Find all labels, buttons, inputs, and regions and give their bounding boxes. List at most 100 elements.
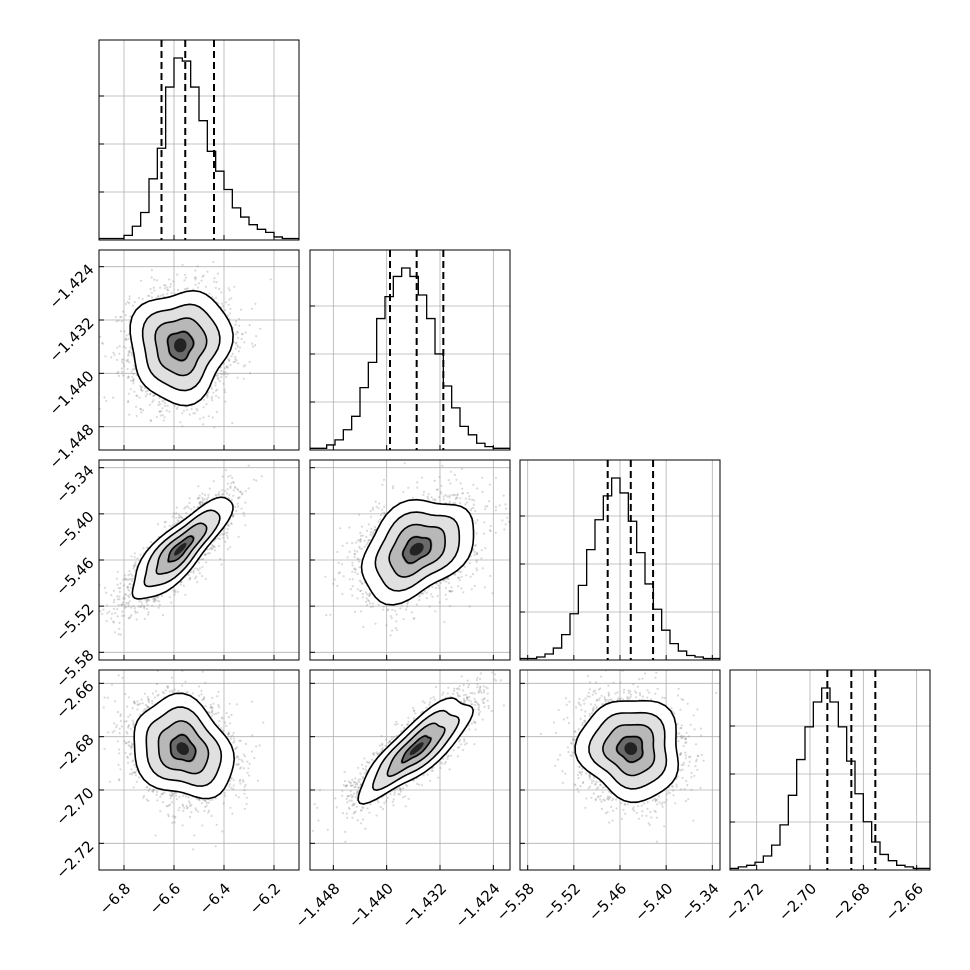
scatter-point bbox=[232, 515, 235, 518]
scatter-point bbox=[216, 388, 219, 391]
scatter-point bbox=[204, 553, 207, 556]
scatter-point bbox=[117, 319, 120, 322]
scatter-point bbox=[196, 581, 199, 584]
scatter-point bbox=[228, 312, 232, 315]
scatter-point bbox=[222, 492, 225, 495]
scatter-point bbox=[153, 278, 156, 281]
scatter-point bbox=[123, 604, 126, 607]
panel-frame bbox=[98, 249, 300, 451]
scatter-content bbox=[99, 260, 272, 429]
scatter-point bbox=[234, 323, 237, 326]
scatter-point bbox=[136, 611, 139, 614]
scatter-point bbox=[153, 289, 156, 292]
scatter-point bbox=[164, 520, 167, 523]
scatter-point bbox=[133, 556, 136, 559]
scatter-point bbox=[112, 607, 115, 611]
scatter-point bbox=[163, 521, 166, 524]
scatter-point bbox=[211, 548, 214, 551]
scatter-point bbox=[196, 567, 199, 570]
scatter-point bbox=[212, 260, 215, 264]
scatter-point bbox=[119, 633, 122, 636]
scatter-point bbox=[166, 288, 169, 291]
scatter-point bbox=[220, 291, 223, 294]
scatter-point bbox=[189, 577, 192, 580]
scatter-point bbox=[195, 407, 198, 411]
scatter-point bbox=[180, 515, 183, 518]
scatter-point bbox=[128, 570, 131, 573]
scatter-point bbox=[236, 345, 239, 348]
scatter-point bbox=[113, 598, 116, 602]
scatter-point bbox=[117, 633, 120, 636]
scatter-point bbox=[199, 500, 202, 503]
scatter-point bbox=[222, 529, 226, 533]
scatter-point bbox=[240, 338, 243, 341]
scatter-point bbox=[235, 320, 238, 323]
scatter-point bbox=[242, 511, 245, 514]
scatter-point bbox=[132, 564, 135, 567]
scatter-point bbox=[250, 307, 254, 310]
scatter-point bbox=[134, 611, 137, 614]
scatter-point bbox=[132, 379, 135, 382]
scatter-point bbox=[215, 281, 218, 284]
scatter-point bbox=[166, 286, 169, 289]
scatter-point bbox=[175, 522, 178, 525]
scatter-point bbox=[114, 316, 117, 319]
scatter-point bbox=[193, 567, 196, 570]
scatter-point bbox=[214, 389, 217, 392]
scatter-point bbox=[128, 596, 131, 599]
scatter-point bbox=[226, 534, 229, 537]
scatter-point bbox=[255, 479, 258, 482]
scatter-point bbox=[236, 344, 239, 347]
scatter-point bbox=[231, 421, 234, 425]
scatter-point bbox=[183, 507, 186, 510]
scatter-point bbox=[221, 475, 224, 478]
scatter-point bbox=[118, 595, 121, 598]
scatter-point bbox=[228, 298, 231, 301]
scatter-point bbox=[152, 597, 155, 601]
histogram-step-line bbox=[520, 477, 720, 660]
scatter-point bbox=[148, 403, 151, 406]
scatter-point bbox=[105, 399, 108, 403]
scatter-point bbox=[160, 594, 164, 598]
scatter-point bbox=[104, 355, 107, 358]
scatter-point bbox=[146, 603, 149, 607]
scatter-point bbox=[105, 620, 108, 623]
scatter-point bbox=[225, 492, 229, 495]
scatter-point bbox=[217, 492, 220, 495]
scatter-point bbox=[186, 408, 189, 411]
scatter-point bbox=[225, 375, 228, 378]
scatter-point bbox=[116, 346, 119, 349]
panel-frame bbox=[519, 459, 721, 661]
scatter-point bbox=[237, 535, 240, 538]
scatter-point bbox=[152, 394, 155, 397]
scatter-point bbox=[173, 512, 176, 515]
scatter-point bbox=[248, 360, 251, 363]
scatter-point bbox=[99, 335, 102, 338]
scatter-point bbox=[96, 631, 98, 633]
scatter-point bbox=[170, 601, 173, 604]
scatter-point bbox=[116, 598, 119, 601]
scatter-point bbox=[124, 314, 127, 317]
scatter-point bbox=[122, 358, 125, 361]
scatter-point bbox=[128, 605, 131, 608]
scatter-point bbox=[222, 370, 225, 373]
scatter-point bbox=[132, 604, 135, 608]
scatter-point bbox=[116, 372, 119, 375]
scatter-point bbox=[237, 362, 240, 365]
scatter-point bbox=[224, 391, 227, 394]
scatter-point bbox=[142, 604, 146, 608]
scatter-point bbox=[139, 408, 142, 411]
scatter-point bbox=[154, 597, 157, 601]
scatter-point bbox=[234, 486, 237, 490]
scatter-point bbox=[141, 603, 144, 606]
scatter-point bbox=[116, 570, 119, 573]
scatter-point bbox=[248, 324, 251, 327]
scatter-point bbox=[233, 285, 236, 288]
scatter-point bbox=[183, 279, 186, 282]
scatter-point bbox=[172, 280, 175, 283]
scatter-point bbox=[126, 585, 129, 588]
scatter-point bbox=[140, 389, 143, 392]
scatter-point bbox=[133, 390, 136, 393]
scatter-point bbox=[150, 269, 153, 272]
scatter-point bbox=[228, 359, 231, 363]
